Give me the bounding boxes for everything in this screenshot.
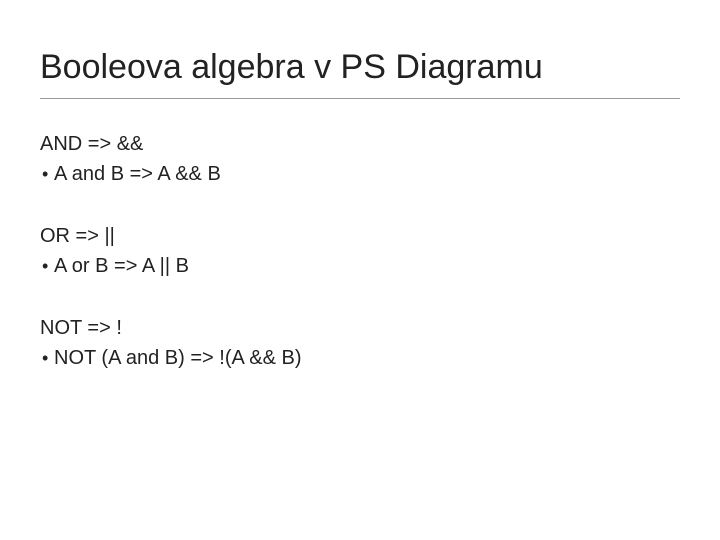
or-heading: OR => || — [40, 222, 680, 250]
slide: Booleova algebra v PS Diagramu AND => &&… — [0, 0, 720, 540]
not-bullet-text: NOT (A and B) => !(A && B) — [54, 347, 302, 369]
or-bullet-text: A or B => A || B — [54, 255, 189, 277]
not-bullet-line: NOT (A and B) => !(A && B) — [40, 344, 680, 372]
title-divider — [40, 98, 680, 99]
slide-title: Booleova algebra v PS Diagramu — [40, 48, 680, 87]
and-heading: AND => && — [40, 130, 680, 158]
group-not: NOT => ! NOT (A and B) => !(A && B) — [40, 314, 680, 372]
bullet-icon — [42, 349, 48, 367]
slide-body: AND => && A and B => A && B OR => || A o… — [40, 130, 680, 406]
and-bullet-line: A and B => A && B — [40, 160, 680, 188]
bullet-icon — [42, 165, 48, 183]
group-or: OR => || A or B => A || B — [40, 222, 680, 280]
and-bullet-text: A and B => A && B — [54, 163, 221, 185]
bullet-icon — [42, 257, 48, 275]
or-bullet-line: A or B => A || B — [40, 252, 680, 280]
not-heading: NOT => ! — [40, 314, 680, 342]
group-and: AND => && A and B => A && B — [40, 130, 680, 188]
